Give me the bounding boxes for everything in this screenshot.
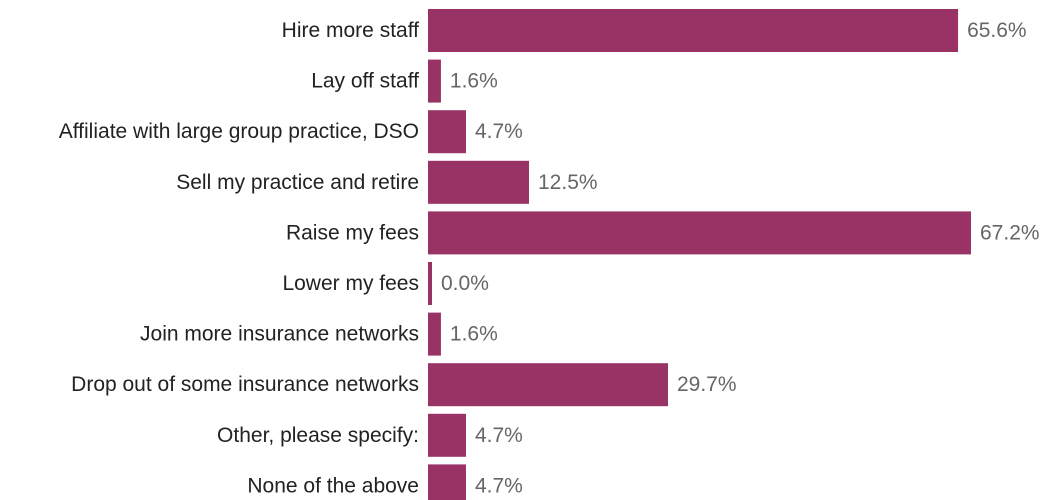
value-label: 1.6% — [450, 323, 498, 346]
category-label: Sell my practice and retire — [176, 171, 419, 194]
bar — [428, 160, 530, 204]
bar — [428, 312, 441, 356]
bar — [428, 110, 466, 154]
value-label: 12.5% — [538, 171, 598, 194]
bar — [428, 363, 668, 407]
value-label: 67.2% — [980, 221, 1040, 244]
category-label: Hire more staff — [282, 19, 419, 42]
value-label: 29.7% — [677, 373, 737, 396]
bar — [428, 9, 959, 52]
bar — [428, 262, 432, 305]
category-label: Join more insurance networks — [140, 323, 419, 346]
category-label: Lay off staff — [311, 70, 419, 93]
category-label: Other, please specify: — [217, 424, 419, 447]
bar — [428, 464, 466, 500]
labels-layer: Hire more staff 65.6% Lay off staff 1.6% Aff… — [59, 19, 1040, 497]
value-label: 0.0% — [441, 272, 489, 295]
bar — [428, 211, 971, 255]
value-label: 4.7% — [475, 424, 523, 447]
value-label: 65.6% — [967, 19, 1027, 42]
category-label: Affiliate with large group practice, DSO — [59, 120, 419, 143]
category-label: Drop out of some insurance networks — [71, 373, 419, 396]
category-label: None of the above — [247, 474, 419, 497]
category-label: Raise my fees — [286, 221, 419, 244]
category-label: Lower my fees — [282, 272, 419, 295]
bar — [428, 59, 441, 103]
bar — [428, 413, 466, 457]
value-label: 4.7% — [475, 474, 523, 497]
value-label: 4.7% — [475, 120, 523, 143]
bars-layer — [428, 9, 971, 500]
value-label: 1.6% — [450, 70, 498, 93]
